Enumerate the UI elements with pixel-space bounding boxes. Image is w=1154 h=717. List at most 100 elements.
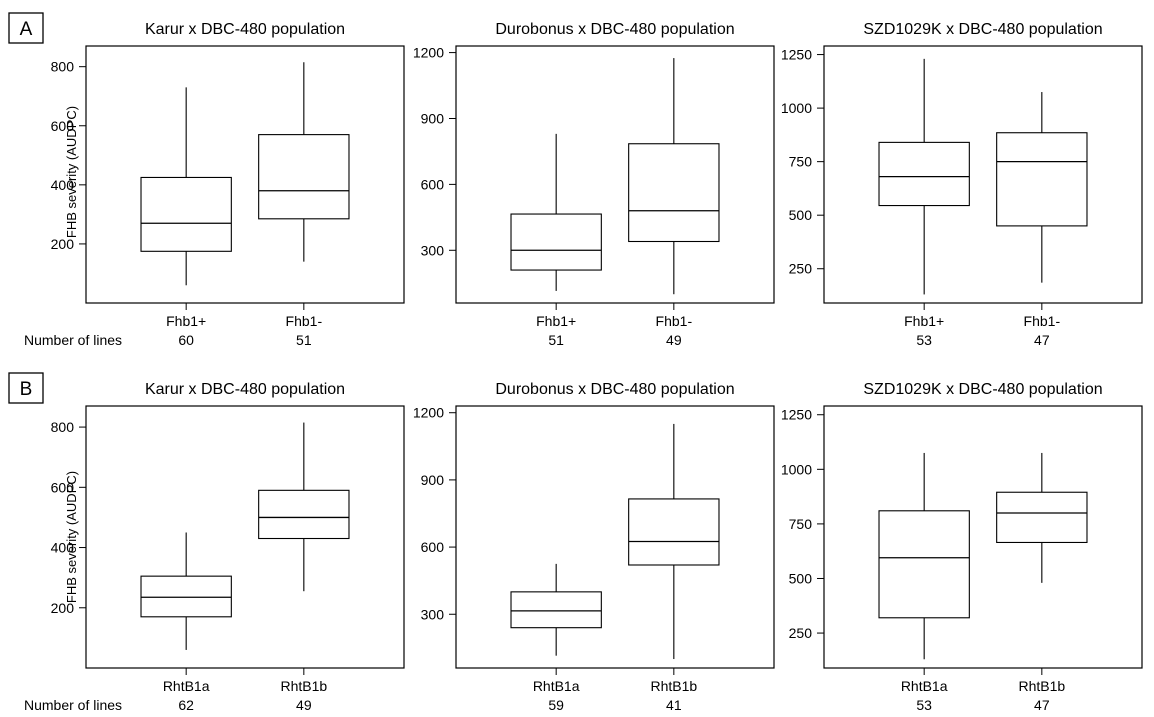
box-2 [628, 423, 720, 660]
box-1 [878, 452, 970, 660]
y-tick-label: 400 [51, 540, 75, 556]
iqr-box [996, 491, 1088, 544]
box-2 [258, 422, 350, 592]
box-2 [996, 92, 1088, 283]
y-tick-label: 800 [51, 59, 75, 75]
chart-panel-2: Durobonus x DBC-480 population 300 600 900 1… [413, 21, 775, 348]
box-1 [878, 58, 970, 295]
x-category-label: RhtB1b [1018, 678, 1065, 694]
iqr-box [258, 489, 350, 540]
box-1 [140, 532, 232, 650]
y-tick-label: 1200 [413, 45, 444, 61]
chart-title: SZD1029K x DBC-480 population [863, 381, 1102, 398]
x-category-label: Fhb1- [1024, 313, 1061, 329]
line-count-label: 49 [296, 697, 312, 713]
plot-frame [85, 45, 405, 304]
y-tick-label: 1000 [781, 100, 812, 116]
x-category-label: Fhb1+ [904, 313, 944, 329]
y-axis-label-b: FHB severity (AUDPC) [64, 471, 79, 603]
y-tick-label: 600 [421, 539, 445, 555]
iqr-box [996, 132, 1088, 227]
line-count-label: 49 [666, 332, 682, 348]
line-count-label: 51 [296, 332, 312, 348]
x-category-label: RhtB1a [163, 678, 210, 694]
iqr-box [628, 498, 720, 566]
iqr-box [510, 591, 602, 629]
y-tick-label: 900 [421, 110, 445, 126]
plot-frame [85, 405, 405, 669]
x-category-label: Fhb1+ [536, 313, 576, 329]
line-count-label: 62 [178, 697, 194, 713]
line-count-label: 53 [916, 332, 932, 348]
y-tick-label: 300 [421, 606, 445, 622]
chart-panel-4: Karur x DBC-480 population 200 400 600 800 Rh… [51, 381, 405, 713]
line-count-label: 51 [548, 332, 564, 348]
chart-panel-1: Karur x DBC-480 population 200 400 600 800 Fh… [51, 21, 405, 348]
y-tick-label: 500 [789, 207, 813, 223]
y-tick-label: 1250 [781, 47, 812, 63]
box-2 [258, 62, 350, 262]
y-tick-label: 750 [789, 516, 813, 532]
iqr-box [140, 575, 232, 618]
y-tick-label: 400 [51, 177, 75, 193]
chart-title: SZD1029K x DBC-480 population [863, 21, 1102, 38]
box-2 [996, 452, 1088, 583]
box-1 [510, 563, 602, 656]
plot-frame [823, 45, 1143, 304]
iqr-box [510, 213, 602, 271]
y-tick-label: 250 [789, 625, 813, 641]
y-tick-label: 200 [51, 600, 75, 616]
chart-title: Durobonus x DBC-480 population [495, 381, 734, 398]
line-count-label: 41 [666, 697, 682, 713]
line-count-label: 60 [178, 332, 194, 348]
panel-label-b-text: B [20, 379, 33, 400]
iqr-box [878, 141, 970, 207]
chart-title: Karur x DBC-480 population [145, 381, 345, 398]
y-tick-label: 300 [421, 242, 445, 258]
number-of-lines-label-b: Number of lines [24, 697, 122, 713]
plot-frame [455, 45, 775, 304]
x-category-label: Fhb1- [656, 313, 693, 329]
line-count-label: 47 [1034, 332, 1050, 348]
plot-frame [823, 405, 1143, 669]
x-category-label: RhtB1b [280, 678, 327, 694]
number-of-lines-label-a: Number of lines [24, 332, 122, 348]
y-axis-label-a: FHB severity (AUDPC) [64, 106, 79, 238]
chart-panel-3: SZD1029K x DBC-480 population 250 500 750 10… [781, 21, 1143, 348]
box-2 [628, 58, 720, 295]
x-category-label: RhtB1a [533, 678, 580, 694]
x-category-label: RhtB1a [901, 678, 948, 694]
box-1 [140, 87, 232, 286]
y-tick-label: 250 [789, 261, 813, 277]
x-category-label: Fhb1+ [166, 313, 206, 329]
line-count-label: 59 [548, 697, 564, 713]
box-1 [510, 133, 602, 291]
plot-frame [455, 405, 775, 669]
iqr-box [140, 176, 232, 252]
y-tick-label: 600 [51, 118, 75, 134]
y-tick-label: 800 [51, 419, 75, 435]
y-tick-label: 200 [51, 236, 75, 252]
iqr-box [258, 134, 350, 220]
chart-title: Durobonus x DBC-480 population [495, 21, 734, 38]
iqr-box [628, 143, 720, 243]
panel-label-a: A [8, 12, 44, 44]
chart-panel-5: Durobonus x DBC-480 population 300 600 900 1… [413, 381, 775, 713]
chart-panel-6: SZD1029K x DBC-480 population 250 500 750 10… [781, 381, 1143, 713]
chart-panels: Karur x DBC-480 population 200 400 600 800 Fh… [51, 21, 1143, 713]
y-tick-label: 1250 [781, 407, 812, 423]
y-tick-label: 600 [51, 479, 75, 495]
y-tick-label: 750 [789, 154, 813, 170]
y-tick-label: 1200 [413, 405, 444, 421]
y-tick-label: 1000 [781, 461, 812, 477]
y-tick-label: 600 [421, 176, 445, 192]
panel-label-b: B [8, 372, 44, 404]
x-category-label: RhtB1b [650, 678, 697, 694]
iqr-box [878, 510, 970, 619]
panel-label-a-text: A [20, 19, 33, 40]
y-tick-label: 500 [789, 570, 813, 586]
line-count-label: 53 [916, 697, 932, 713]
line-count-label: 47 [1034, 697, 1050, 713]
chart-title: Karur x DBC-480 population [145, 21, 345, 38]
